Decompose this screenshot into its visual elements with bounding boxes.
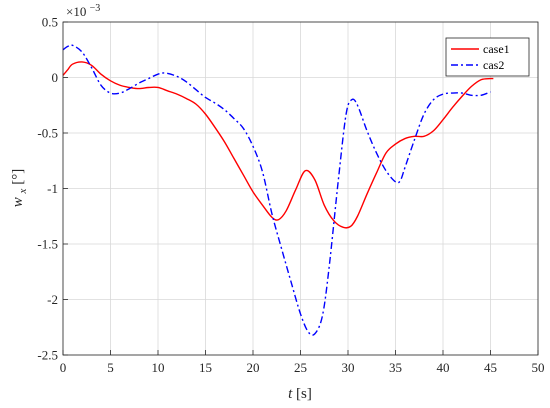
x-tick-label: 0: [60, 360, 67, 375]
series-line-case1: [62, 61, 494, 229]
y-axis-unit: [°]: [10, 169, 26, 185]
y-tick-label: -1.5: [37, 237, 58, 252]
x-axis-var: t: [288, 386, 293, 402]
x-tick-label: 50: [532, 360, 545, 375]
y-axis-label: w x [°]: [10, 169, 30, 207]
x-tick-label: 15: [199, 360, 212, 375]
y-axis-sub: x: [17, 188, 29, 194]
x-axis-unit: [s]: [296, 386, 312, 402]
exponent-base: ×10: [66, 4, 86, 19]
x-tick-labels: 0 5 10 15 20 25 30 35 40 45 50: [60, 360, 545, 375]
x-axis-label: t [s]: [288, 386, 312, 402]
x-tick-label: 5: [107, 360, 114, 375]
y-tick-label: 0: [52, 70, 59, 85]
x-tick-label: 25: [294, 360, 307, 375]
y-tick-label: 0.5: [42, 15, 58, 30]
y-tick-label: -0.5: [37, 126, 58, 141]
y-exponent-label: ×10 −3: [66, 3, 100, 19]
x-tick-label: 35: [389, 360, 402, 375]
series-lines: [62, 44, 494, 336]
y-tick-label: -1: [47, 181, 58, 196]
x-tick-label: 10: [152, 360, 165, 375]
x-tick-label: 20: [247, 360, 260, 375]
x-tick-label: 30: [342, 360, 355, 375]
exponent-power: −3: [90, 3, 101, 14]
legend-label-case1: case1: [483, 42, 510, 56]
y-tick-label: -2.5: [37, 348, 58, 363]
y-tick-label: -2: [47, 292, 58, 307]
plot-frame: [62, 21, 539, 356]
x-tick-label: 45: [484, 360, 497, 375]
legend: case1 cas2: [445, 37, 530, 77]
y-tick-labels: 0.5 0 -0.5 -1 -1.5 -2 -2.5: [37, 15, 58, 363]
legend-label-cas2: cas2: [483, 58, 504, 72]
legend-box: [445, 37, 530, 77]
y-axis-var: w: [10, 197, 26, 207]
x-tick-label: 40: [437, 360, 450, 375]
series-line-cas2: [62, 44, 491, 336]
